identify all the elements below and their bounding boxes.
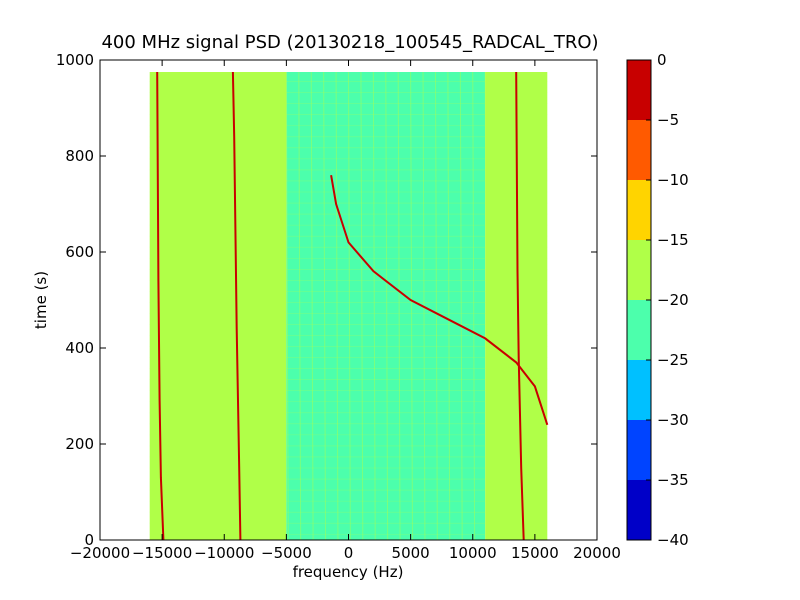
signal-trace [330, 175, 549, 426]
heatmap-tone-line [211, 71, 215, 540]
heatmap-tone-line [410, 71, 413, 540]
signal-traces [156, 71, 549, 540]
colorbar-band [627, 60, 651, 120]
heatmap-tone-line [360, 71, 364, 540]
x-tick-label: −10000 [194, 544, 254, 562]
x-tick-label: 10000 [449, 544, 497, 562]
x-tick-label: −5000 [261, 544, 312, 562]
colorbar-tick-label: −5 [657, 111, 679, 129]
heatmap-tone-line [248, 71, 252, 540]
colorbar-tick-label: −40 [657, 531, 689, 549]
colorbar-tick-label: −20 [657, 291, 689, 309]
colorbar-tick-label: −10 [657, 171, 689, 189]
x-tick-label: 15000 [511, 544, 559, 562]
heatmap-tone-line [484, 71, 488, 540]
heatmap-tone-line [397, 71, 401, 540]
x-tick-label: 0 [344, 544, 354, 562]
y-tick-label: 0 [84, 531, 94, 549]
colorbar-tick-label: −25 [657, 351, 689, 369]
signal-trace [515, 71, 525, 540]
colorbar-ticks: 0 −5 −10 −15 −20 −25 −30 −35 −40 [646, 51, 689, 549]
heatmap-tone-line [372, 71, 376, 540]
heatmap-tone-line [534, 71, 538, 540]
colorbar-band [627, 240, 651, 300]
heatmap-tone-line [472, 71, 476, 540]
heatmap-tone-line [497, 71, 500, 540]
signal-trace [156, 71, 165, 540]
colorbar-band [627, 420, 651, 480]
colorbar-tick-label: −15 [657, 231, 689, 249]
heatmap-tone-line [174, 71, 177, 540]
x-tick-label: −20000 [70, 544, 130, 562]
heatmap-tone-line [285, 71, 289, 540]
y-tick-label: 1000 [56, 51, 94, 69]
heatmap-tone-line [186, 71, 190, 540]
heatmap-tone-line [273, 71, 277, 540]
y-tick-label: 400 [65, 339, 94, 357]
heatmap-tone-line [261, 71, 264, 540]
y-tick-label: 600 [65, 243, 94, 261]
y-tick-label: 800 [65, 147, 94, 165]
x-tick-label: 20000 [573, 544, 621, 562]
colorbar-band [627, 180, 651, 240]
y-axis: 0 200 400 600 800 1000 [56, 51, 597, 549]
colorbar-tick-label: 0 [657, 51, 667, 69]
heatmap-tone-line [521, 71, 525, 540]
colorbar-band [627, 480, 651, 540]
colorbar-tick-label: −30 [657, 411, 689, 429]
x-tick-label: −15000 [132, 544, 192, 562]
heatmap-tone-line [509, 71, 513, 540]
heatmap-tone-line [385, 71, 389, 540]
heatmap-region [286, 72, 486, 540]
colorbar: 0 −5 −10 −15 −20 −25 −30 −35 −40 [626, 51, 689, 549]
chart-title: 400 MHz signal PSD (20130218_100545_RADC… [101, 32, 598, 53]
plot-area [99, 59, 598, 541]
heatmap-tone-line [298, 71, 302, 540]
heatmap-tone-line [459, 71, 463, 540]
heatmap-tone-line [434, 71, 438, 540]
heatmap-tone-line [447, 71, 451, 540]
x-axis: −20000 −15000 −10000 −5000 0 5000 10000 15000 20… [70, 60, 621, 562]
heatmap-tone-line [198, 71, 202, 540]
heatmap-tone-line [310, 71, 314, 540]
colorbar-band [627, 300, 651, 360]
colorbar-bands [627, 60, 651, 540]
signal-trace [231, 71, 242, 540]
heatmap-tone-line [348, 71, 351, 540]
heatmap [149, 71, 548, 540]
heatmap-tone-line [323, 71, 327, 540]
x-axis-label: frequency (Hz) [293, 563, 404, 581]
heatmap-tone-line [335, 71, 339, 540]
x-tick-label: 5000 [392, 544, 430, 562]
colorbar-band [627, 120, 651, 180]
heatmap-tone-line [223, 71, 227, 540]
y-axis-label: time (s) [32, 271, 50, 329]
colorbar-band [627, 360, 651, 420]
colorbar-tick-label: −35 [657, 471, 689, 489]
heatmap-region [149, 72, 287, 540]
y-tick-label: 200 [65, 435, 94, 453]
